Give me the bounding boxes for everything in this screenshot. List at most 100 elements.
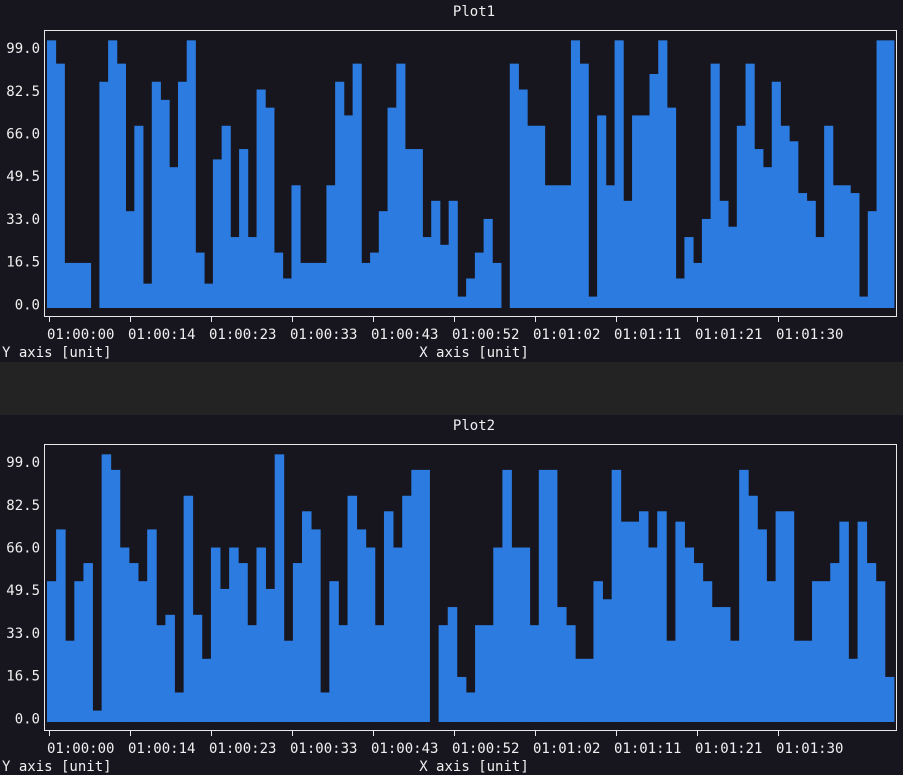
plot1-y-tick-label: 0.0 — [15, 297, 40, 313]
plot1-bar — [413, 149, 423, 308]
plot2-bar — [848, 658, 858, 722]
plot2-bar — [229, 547, 239, 722]
plot1-bar — [597, 115, 607, 308]
plot2-bar — [511, 547, 521, 722]
plot2-bar — [711, 607, 722, 722]
plot2-bar — [629, 521, 640, 722]
plot2-bar — [156, 625, 166, 722]
plot1-bar — [370, 252, 380, 308]
plot2-x-tick-label: 01:00:14 — [128, 741, 195, 757]
plot1-bar — [405, 149, 415, 308]
plot1-y-axis-label: Y axis [unit] — [2, 345, 112, 361]
plot2-bar — [128, 563, 139, 722]
plot2-y-ticks: 99.0 82.5 66.0 49.5 33.0 16.5 0.0 — [6, 455, 40, 727]
plot2-bar — [320, 692, 330, 722]
plot2-bar — [866, 563, 877, 722]
plot1-bar — [850, 193, 860, 308]
plot1-bar — [771, 81, 781, 308]
plot1-bar — [736, 125, 746, 308]
plot2-bar — [256, 547, 266, 722]
plot2-bar — [119, 547, 130, 722]
plot1-bar — [160, 99, 170, 308]
plot2-bar — [693, 563, 704, 722]
plot2-title: Plot2 — [453, 418, 495, 434]
plot2-y-tick-label: 33.0 — [6, 626, 40, 642]
plot2-y-axis-label: Y axis [unit] — [2, 759, 112, 775]
plot2-y-tick-label: 0.0 — [15, 711, 40, 727]
plot1-x-axis-label: X axis [unit] — [419, 345, 529, 361]
plot2-chart: Plot2 99.0 82.5 66.0 49.5 33.0 16.5 0.0 01:00:… — [2, 418, 897, 775]
plot2-bar — [447, 607, 458, 722]
plot1-panel: Plot1 99.0 82.5 66.0 49.5 33.0 16.5 0.0 01:00:… — [0, 0, 903, 362]
plot1-bar — [457, 296, 467, 308]
plot2-bar — [720, 607, 731, 722]
plot2-bar — [265, 588, 276, 722]
plot2-bar — [438, 625, 449, 722]
plot2-bar — [557, 607, 567, 722]
plot1-bar — [570, 40, 581, 308]
plot1-x-tick-label: 01:00:52 — [452, 327, 519, 343]
plot1-bar — [151, 81, 161, 308]
plot1-bar — [780, 125, 790, 308]
plot2-bar — [575, 658, 585, 722]
plot2-bar — [784, 511, 795, 722]
plot1-bar — [177, 81, 188, 308]
plot2-bar — [830, 563, 840, 722]
panel-divider — [0, 362, 903, 415]
plot1-bar — [300, 262, 310, 308]
plot1-bar — [649, 74, 659, 308]
plot2-bar — [165, 614, 175, 722]
plot1-bar — [195, 252, 205, 308]
plot1-bar — [291, 185, 301, 308]
plot1-bar — [343, 115, 354, 308]
plot2-bar — [83, 563, 93, 722]
plot2-bar — [821, 581, 831, 722]
plot2-bar — [675, 521, 685, 722]
plot2-bar — [875, 581, 886, 722]
plot2-x-axis-label: X axis [unit] — [419, 759, 529, 775]
plot1-bar — [396, 63, 406, 309]
plot2-x-tick-label: 01:00:33 — [290, 741, 357, 757]
plot2-bar — [302, 511, 312, 722]
plot1-bar — [859, 296, 869, 308]
plot1-bar — [247, 237, 257, 308]
plot2-x-tick-label: 01:00:23 — [209, 741, 276, 757]
plot2-bar — [329, 581, 339, 722]
plot1-bar — [439, 244, 450, 308]
plot2-bar — [393, 547, 403, 722]
plot1-bar — [186, 40, 196, 308]
plot1-bar — [64, 262, 74, 308]
plot2-bar — [210, 547, 221, 722]
plot2-bar — [138, 581, 148, 722]
plot1-y-tick-label: 99.0 — [6, 41, 40, 57]
plot1-bar — [745, 63, 755, 309]
plot1-bar — [125, 211, 135, 308]
plot1-bar — [553, 185, 563, 308]
plot2-bar — [739, 469, 749, 722]
plot2-bar — [502, 469, 512, 722]
plot1-bar — [867, 211, 877, 308]
plot1-bar — [326, 185, 336, 308]
plot2-y-tick-label: 66.0 — [6, 541, 40, 557]
plot2-bar — [411, 469, 421, 722]
plot1-bar — [535, 125, 546, 308]
plot1-bar — [169, 167, 179, 308]
plot1-bar — [797, 193, 808, 308]
plot2-bar — [101, 454, 112, 722]
plot1-title: Plot1 — [453, 4, 495, 20]
plot2-bar — [611, 469, 622, 722]
plot2-bar — [402, 495, 412, 722]
plot2-bar — [475, 625, 485, 722]
plot2-x-tick-label: 01:00:00 — [47, 741, 114, 757]
plot2-bar — [47, 581, 57, 722]
plot2-bar — [338, 625, 348, 722]
plot2-bar — [356, 529, 367, 722]
plot1-bar — [728, 226, 738, 308]
plot1-chart: Plot1 99.0 82.5 66.0 49.5 33.0 16.5 0.0 01:00:… — [2, 4, 897, 361]
plot2-bar — [793, 640, 804, 722]
plot1-bar — [361, 262, 371, 308]
plot1-bar — [789, 141, 799, 308]
plot2-bar — [147, 529, 157, 722]
plot1-bar — [474, 252, 484, 308]
plot1-bar — [212, 159, 223, 308]
